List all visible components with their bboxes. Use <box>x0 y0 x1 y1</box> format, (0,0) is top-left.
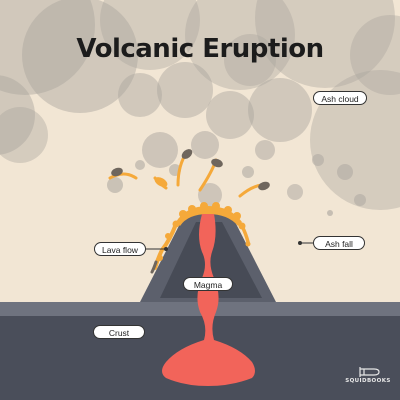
lava-bomb <box>181 149 193 159</box>
ash-puff <box>255 140 275 160</box>
lava-flow-pointer-dot <box>164 247 168 251</box>
brand-logo: SQUIDBOOKS <box>343 364 393 384</box>
lava-flow-stream <box>240 224 250 244</box>
label-crust: Crust <box>93 325 145 339</box>
lava-blob <box>245 241 251 247</box>
ash-puff <box>242 166 254 178</box>
lava-bomb <box>154 177 168 187</box>
volcanic-bombs <box>108 149 270 198</box>
ash-puff <box>206 91 254 139</box>
ash-puff <box>198 183 222 207</box>
lava-blob <box>157 255 163 261</box>
ash-puff <box>224 34 276 86</box>
ash-puff <box>118 73 162 117</box>
lava-blob <box>165 233 171 239</box>
ash-cloud-puffs <box>0 0 400 216</box>
ash-puff <box>100 0 200 70</box>
cooled-lava <box>150 260 158 274</box>
lava-bomb <box>258 181 270 191</box>
lava-blob <box>233 212 241 220</box>
lava-blob <box>188 205 196 213</box>
ash-puff <box>312 154 324 166</box>
squid-icon-body <box>360 368 380 376</box>
ash-puff <box>157 62 213 118</box>
ash-puff <box>287 184 303 200</box>
diagram-title: Volcanic Eruption <box>76 34 324 64</box>
squid-icon <box>359 367 380 377</box>
magma-conduit <box>162 214 255 386</box>
label-ash-cloud: Ash cloud <box>313 91 367 105</box>
ash-puff <box>354 194 366 206</box>
lava-bomb <box>111 167 123 177</box>
ash-puff <box>135 160 145 170</box>
ash-puff <box>185 0 295 90</box>
ash-puff <box>327 210 333 216</box>
label-ash-fall: Ash fall <box>313 236 365 250</box>
ash-puff <box>0 75 35 155</box>
label-lava-flow: Lava flow <box>94 242 146 256</box>
lava-blob <box>212 202 220 210</box>
lava-blob <box>200 202 208 210</box>
ash-puff <box>310 70 400 210</box>
label-magma: Magma <box>183 277 233 291</box>
ash-fall-pointer-dot <box>298 241 302 245</box>
lava-blob <box>224 206 232 214</box>
bomb-trail <box>108 172 138 180</box>
ash-puff <box>107 177 123 193</box>
ash-puff <box>248 78 312 142</box>
ash-puff <box>0 107 48 163</box>
brand-name: SQUIDBOOKS <box>345 378 391 384</box>
ash-puff <box>255 0 395 88</box>
ash-puff <box>350 15 400 95</box>
lava-bomb <box>211 158 223 168</box>
ash-puff <box>0 0 95 95</box>
ash-puff <box>22 0 138 113</box>
lava-blob <box>179 210 187 218</box>
ash-puff <box>142 132 178 168</box>
ash-puff <box>337 164 353 180</box>
ash-puff <box>191 131 219 159</box>
